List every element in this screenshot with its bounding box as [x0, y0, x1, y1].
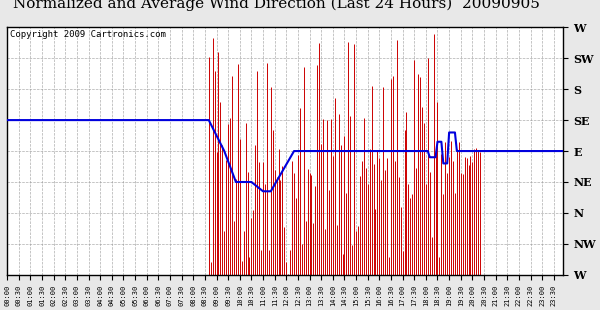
Text: Normalized and Average Wind Direction (Last 24 Hours)  20090905: Normalized and Average Wind Direction (L… — [13, 0, 539, 11]
Text: Copyright 2009 Cartronics.com: Copyright 2009 Cartronics.com — [10, 30, 166, 39]
